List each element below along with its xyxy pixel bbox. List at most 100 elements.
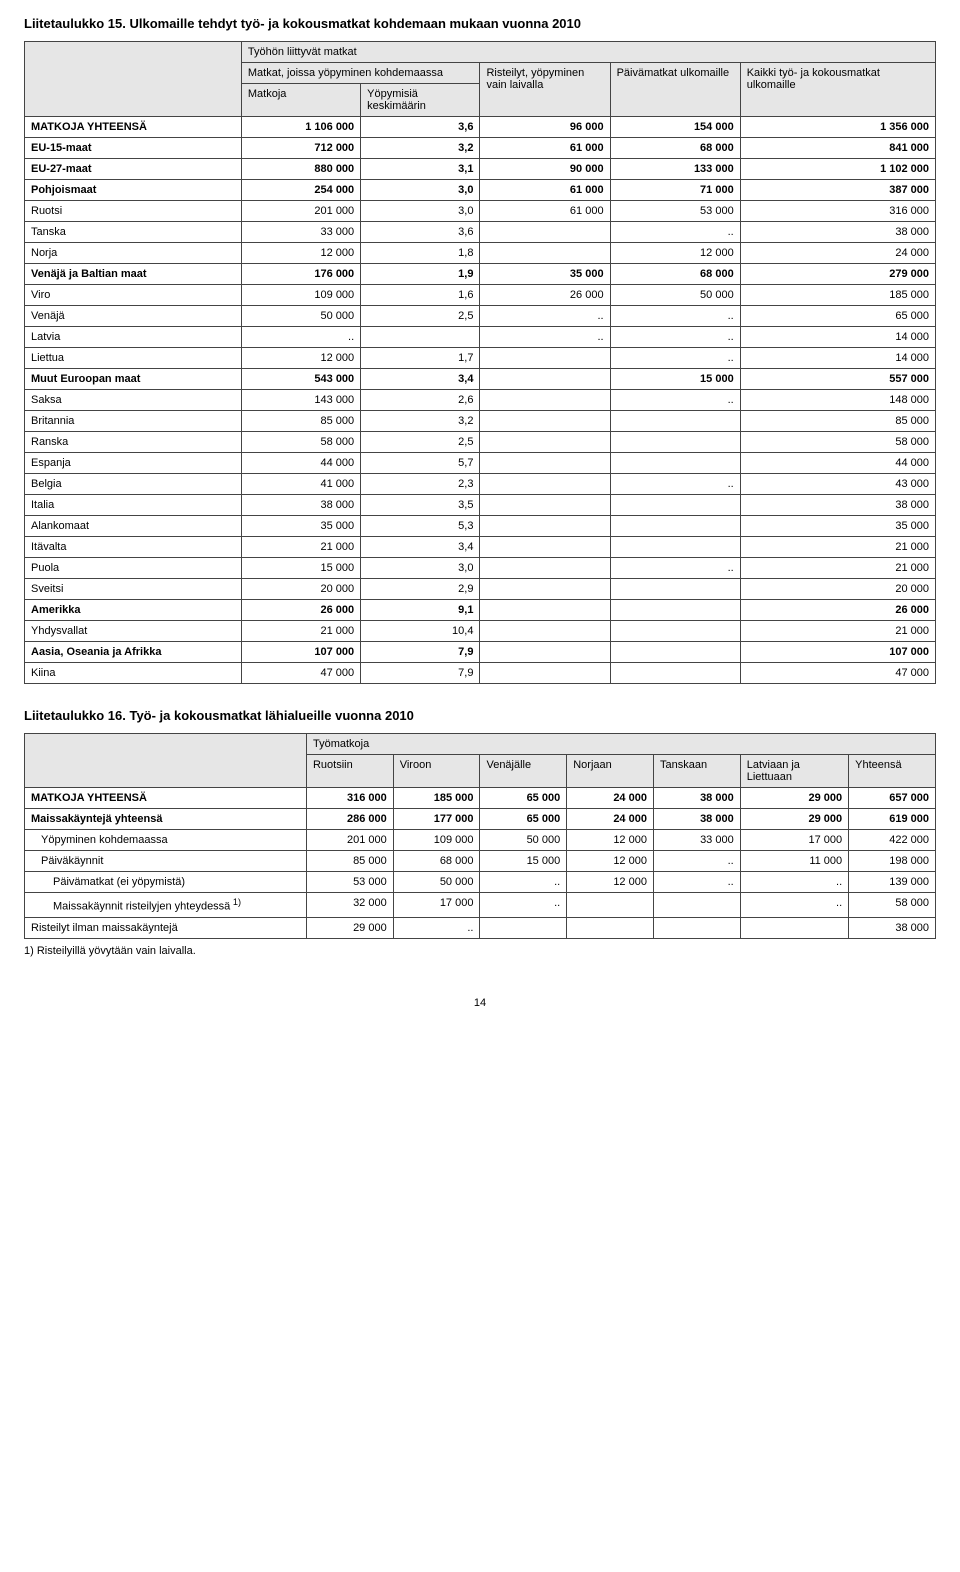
table-row: Amerikka26 0009,126 000 xyxy=(25,600,936,621)
table-cell: 47 000 xyxy=(241,663,360,684)
table-cell xyxy=(610,579,740,600)
table-cell: 65 000 xyxy=(480,809,567,830)
table-cell: 279 000 xyxy=(740,264,935,285)
table-row: Britannia85 0003,285 000 xyxy=(25,411,936,432)
table-cell: Puola xyxy=(25,558,242,579)
table16-head-top: Työmatkoja xyxy=(306,734,935,755)
table-cell: 24 000 xyxy=(567,788,654,809)
table-row: MATKOJA YHTEENSÄ316 000185 00065 00024 0… xyxy=(25,788,936,809)
table-cell: .. xyxy=(610,390,740,411)
table-cell: 3,0 xyxy=(361,558,480,579)
table15-corner xyxy=(25,42,242,117)
table-cell: 41 000 xyxy=(241,474,360,495)
table-cell: 58 000 xyxy=(740,432,935,453)
table-row: Viro109 0001,626 00050 000185 000 xyxy=(25,285,936,306)
table-cell: .. xyxy=(610,348,740,369)
table-row: Maissakäyntejä yhteensä286 000177 00065 … xyxy=(25,809,936,830)
table-cell xyxy=(480,495,610,516)
table-cell: 33 000 xyxy=(653,830,740,851)
table-cell: Päiväkäynnit xyxy=(25,851,307,872)
table-cell: 38 000 xyxy=(740,495,935,516)
table15-title: Liitetaulukko 15. Ulkomaille tehdyt työ-… xyxy=(24,16,936,31)
table16-corner xyxy=(25,734,307,788)
table-cell: 387 000 xyxy=(740,180,935,201)
table-cell: Amerikka xyxy=(25,600,242,621)
table-cell xyxy=(653,917,740,938)
table-row: Norja12 0001,812 00024 000 xyxy=(25,243,936,264)
table15-head-col3: Päivämatkat ulkomaille xyxy=(610,63,740,117)
table-cell: 3,0 xyxy=(361,201,480,222)
table-cell: 5,3 xyxy=(361,516,480,537)
table-cell: 14 000 xyxy=(740,327,935,348)
table-cell: 12 000 xyxy=(567,851,654,872)
table-cell xyxy=(480,917,567,938)
table-cell: EU-15-maat xyxy=(25,138,242,159)
table-cell: 3,2 xyxy=(361,411,480,432)
table-cell: 286 000 xyxy=(306,809,393,830)
table-cell xyxy=(567,893,654,918)
table-cell: Maissakäynnit risteilyjen yhteydessä 1) xyxy=(25,893,307,918)
table-cell: Belgia xyxy=(25,474,242,495)
table-cell: 14 000 xyxy=(740,348,935,369)
table-cell: 109 000 xyxy=(393,830,480,851)
table-cell: 107 000 xyxy=(241,642,360,663)
table-cell: 177 000 xyxy=(393,809,480,830)
table-row: Muut Euroopan maat543 0003,415 000557 00… xyxy=(25,369,936,390)
table-cell: 3,4 xyxy=(361,369,480,390)
table-cell xyxy=(480,600,610,621)
table-cell: 316 000 xyxy=(306,788,393,809)
table15-head-matkoja: Matkoja xyxy=(241,84,360,117)
table15-head-col2: Risteilyt, yöpyminen vain laivalla xyxy=(480,63,610,117)
table-cell: 50 000 xyxy=(610,285,740,306)
table-cell: 68 000 xyxy=(610,138,740,159)
table-cell: 50 000 xyxy=(241,306,360,327)
table-cell xyxy=(480,537,610,558)
table-cell: 50 000 xyxy=(393,872,480,893)
table-cell xyxy=(610,537,740,558)
table-cell: 38 000 xyxy=(740,222,935,243)
table-cell: 198 000 xyxy=(849,851,936,872)
table-cell: 619 000 xyxy=(849,809,936,830)
table-cell: MATKOJA YHTEENSÄ xyxy=(25,117,242,138)
table-cell: 2,5 xyxy=(361,306,480,327)
table-cell: MATKOJA YHTEENSÄ xyxy=(25,788,307,809)
table-row: Itävalta21 0003,421 000 xyxy=(25,537,936,558)
table-cell: 3,5 xyxy=(361,495,480,516)
table16-head-col: Norjaan xyxy=(567,755,654,788)
table-cell xyxy=(480,516,610,537)
table-cell: .. xyxy=(241,327,360,348)
table-cell: .. xyxy=(610,306,740,327)
table-cell xyxy=(653,893,740,918)
table-cell: 176 000 xyxy=(241,264,360,285)
table-cell: 96 000 xyxy=(480,117,610,138)
table-cell: 35 000 xyxy=(241,516,360,537)
table-cell: 65 000 xyxy=(740,306,935,327)
table15-head-yopymisia: Yöpymisiä keskimäärin xyxy=(361,84,480,117)
table-row: Ranska58 0002,558 000 xyxy=(25,432,936,453)
table-row: Alankomaat35 0005,335 000 xyxy=(25,516,936,537)
table-cell: 107 000 xyxy=(740,642,935,663)
table-row: Venäjä ja Baltian maat176 0001,935 00068… xyxy=(25,264,936,285)
table-cell: 1,6 xyxy=(361,285,480,306)
table-cell xyxy=(610,600,740,621)
table-cell: 61 000 xyxy=(480,138,610,159)
table-cell: 61 000 xyxy=(480,180,610,201)
table-row: Yöpyminen kohdemaassa201 000109 00050 00… xyxy=(25,830,936,851)
table-cell: .. xyxy=(610,558,740,579)
table16-head-col: Latviaan ja Liettuaan xyxy=(740,755,848,788)
table-cell: 712 000 xyxy=(241,138,360,159)
table-cell xyxy=(740,917,848,938)
table-cell: 21 000 xyxy=(241,537,360,558)
table-row: Aasia, Oseania ja Afrikka107 0007,9107 0… xyxy=(25,642,936,663)
table-cell: 38 000 xyxy=(241,495,360,516)
table-cell: 7,9 xyxy=(361,663,480,684)
table-cell xyxy=(480,243,610,264)
table-cell: Viro xyxy=(25,285,242,306)
table-cell: 201 000 xyxy=(306,830,393,851)
table-cell: 841 000 xyxy=(740,138,935,159)
table-cell: 58 000 xyxy=(241,432,360,453)
table-cell: 422 000 xyxy=(849,830,936,851)
table-cell: 15 000 xyxy=(610,369,740,390)
table16-head-col: Yhteensä xyxy=(849,755,936,788)
table-cell xyxy=(610,663,740,684)
